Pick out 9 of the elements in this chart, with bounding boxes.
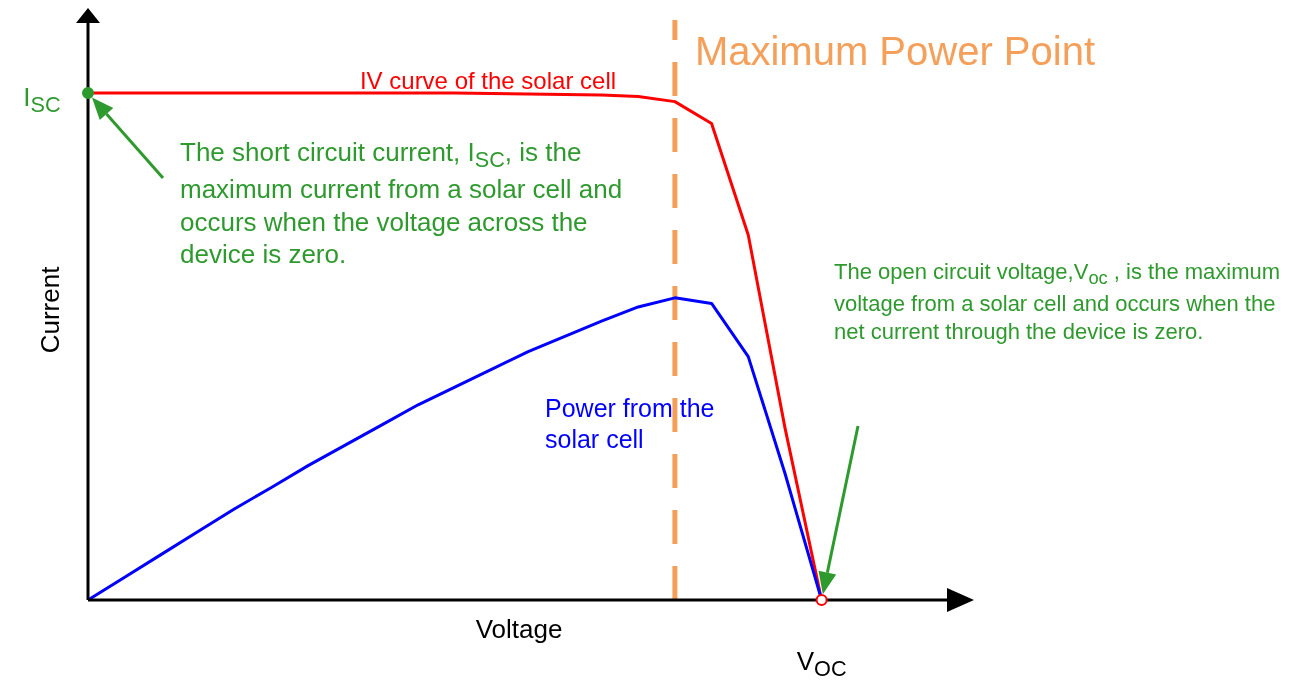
annotation: The short circuit current, I$_{SC}$, is the maximum current from a solar cell and occurs when the voltage across the device is zero.	[180, 136, 624, 271]
series-label: Power from the solar cell	[545, 393, 716, 456]
y-axis-title: Current	[35, 265, 66, 354]
text: V$_{OC}$	[795, 645, 848, 683]
text: Maximum Power Point	[694, 28, 1096, 75]
text: I$_{SC}$	[22, 81, 62, 119]
series-label: IV curve of the solar cell	[359, 67, 617, 94]
annotation: The open circuit voltage,V$_{oc}$ , is the maximum voltage from a solar cell and occurs when the net current through the device is zero.	[834, 258, 1282, 346]
x-axis-title: Voltage	[475, 614, 563, 645]
